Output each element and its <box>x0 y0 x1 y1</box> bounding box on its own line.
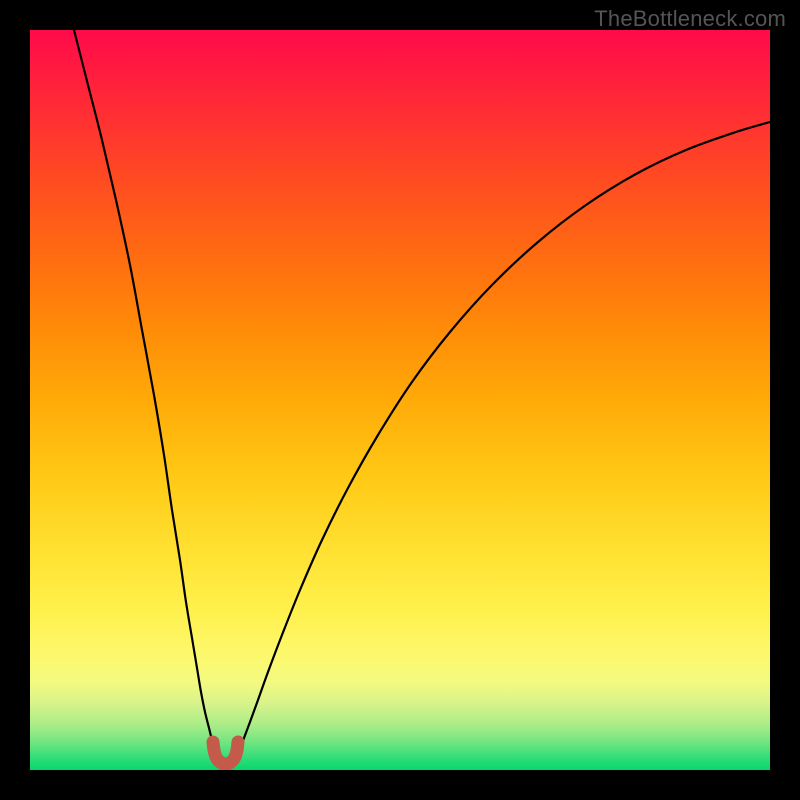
minimum-marker <box>213 742 238 764</box>
plot-area <box>30 30 770 770</box>
curve-left-branch <box>74 30 215 749</box>
curve-right-branch <box>240 122 770 749</box>
curve-layer <box>30 30 770 770</box>
watermark-text: TheBottleneck.com <box>594 6 786 32</box>
chart-frame: TheBottleneck.com <box>0 0 800 800</box>
